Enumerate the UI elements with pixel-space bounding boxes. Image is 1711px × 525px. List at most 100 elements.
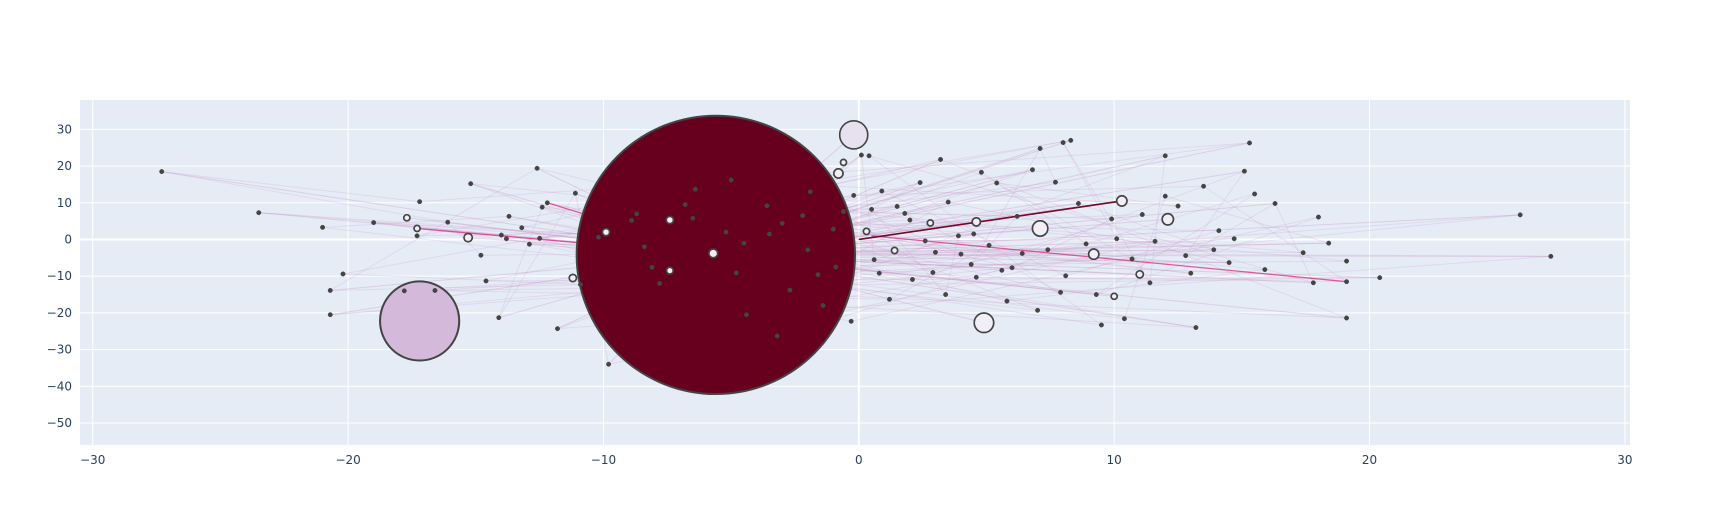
- node-point: [902, 210, 908, 216]
- node-point: [1037, 145, 1043, 151]
- node-point: [848, 318, 854, 324]
- edge: [1123, 196, 1166, 319]
- edge: [970, 216, 1018, 265]
- node-circle: [708, 248, 719, 259]
- edge: [823, 305, 1196, 329]
- plot-background: [80, 100, 1630, 445]
- node-point: [1019, 250, 1025, 256]
- node-point: [1109, 216, 1115, 222]
- node-point: [1517, 212, 1523, 218]
- edge: [843, 211, 1018, 217]
- y-tick-label: −10: [47, 269, 72, 283]
- node-point: [943, 292, 949, 297]
- node-point: [815, 272, 821, 278]
- edge: [981, 171, 1087, 245]
- y-tick-label: −20: [47, 306, 72, 320]
- node-point: [945, 199, 951, 205]
- node-point: [1121, 316, 1127, 322]
- edge: [976, 276, 1347, 283]
- node-point: [930, 270, 936, 275]
- x-tick-label: 30: [1617, 453, 1632, 467]
- edge: [1185, 170, 1245, 256]
- node-point: [1075, 201, 1081, 206]
- edge: [776, 193, 1255, 337]
- node-point: [1060, 140, 1066, 146]
- node-point: [1114, 236, 1120, 242]
- node-point: [1211, 247, 1217, 253]
- node-point: [779, 220, 785, 226]
- x-tick-label: 20: [1362, 453, 1377, 467]
- x-tick-label: −30: [80, 453, 105, 467]
- edge: [851, 216, 1319, 322]
- node-circle: [890, 246, 899, 255]
- edge: [909, 219, 1347, 262]
- edge: [1078, 203, 1214, 251]
- node-circle: [665, 215, 675, 225]
- edge: [935, 242, 1329, 253]
- strong-edge: [871, 235, 1347, 283]
- y-tick-label: 0: [64, 232, 72, 246]
- x-tick-label: 10: [1107, 453, 1122, 467]
- edge: [889, 244, 990, 300]
- node-circle: [1135, 269, 1145, 279]
- edge: [404, 277, 1380, 292]
- edge: [1022, 170, 1245, 254]
- y-tick-label: −40: [47, 379, 72, 393]
- edge: [843, 211, 1112, 220]
- node-point: [978, 169, 984, 175]
- edge: [970, 148, 1041, 265]
- node-point: [1045, 247, 1051, 253]
- node-point: [1162, 153, 1168, 159]
- node-point: [986, 242, 992, 248]
- node-circle: [402, 213, 411, 222]
- node-point: [894, 203, 900, 209]
- node-point: [555, 326, 560, 332]
- node-point: [539, 204, 545, 210]
- node-point: [468, 181, 474, 187]
- node-circle: [1115, 195, 1128, 207]
- node-point: [1053, 179, 1058, 185]
- edge: [874, 233, 974, 261]
- edge: [879, 249, 1214, 274]
- node-point: [682, 202, 688, 208]
- edge: [1047, 214, 1521, 251]
- edge: [1006, 269, 1265, 302]
- node-point: [932, 249, 938, 255]
- node-point: [1344, 279, 1350, 285]
- node-point: [1152, 238, 1158, 244]
- node-point: [1058, 289, 1064, 295]
- node-point: [1162, 193, 1168, 199]
- node-point: [1201, 183, 1207, 189]
- edge: [330, 284, 581, 291]
- edge: [498, 192, 576, 318]
- node-point: [1241, 168, 1247, 174]
- node-point: [414, 233, 420, 239]
- y-tick-label: −50: [47, 416, 72, 430]
- node-point: [657, 281, 663, 286]
- edge: [948, 201, 1230, 264]
- edge: [904, 169, 1033, 214]
- edge: [1096, 193, 1255, 295]
- node-point: [572, 190, 578, 196]
- node-point: [340, 271, 346, 277]
- node-circle: [601, 227, 611, 237]
- y-tick-label: 30: [57, 122, 72, 136]
- node-point: [1193, 325, 1199, 331]
- edge: [925, 238, 1235, 242]
- node-point: [787, 287, 793, 293]
- node-point: [1035, 307, 1041, 313]
- node-point: [958, 251, 964, 257]
- node-point: [1226, 260, 1232, 266]
- edge: [1165, 195, 1329, 244]
- node-point: [506, 213, 512, 219]
- node-circle: [973, 312, 995, 334]
- node-point: [503, 236, 509, 242]
- edge: [782, 222, 1219, 232]
- node-point: [327, 288, 333, 293]
- node-circle: [665, 266, 674, 275]
- node-point: [1344, 315, 1350, 321]
- node-point: [774, 333, 780, 339]
- edge: [498, 206, 543, 318]
- node-point: [1009, 265, 1015, 271]
- edge: [1185, 203, 1276, 257]
